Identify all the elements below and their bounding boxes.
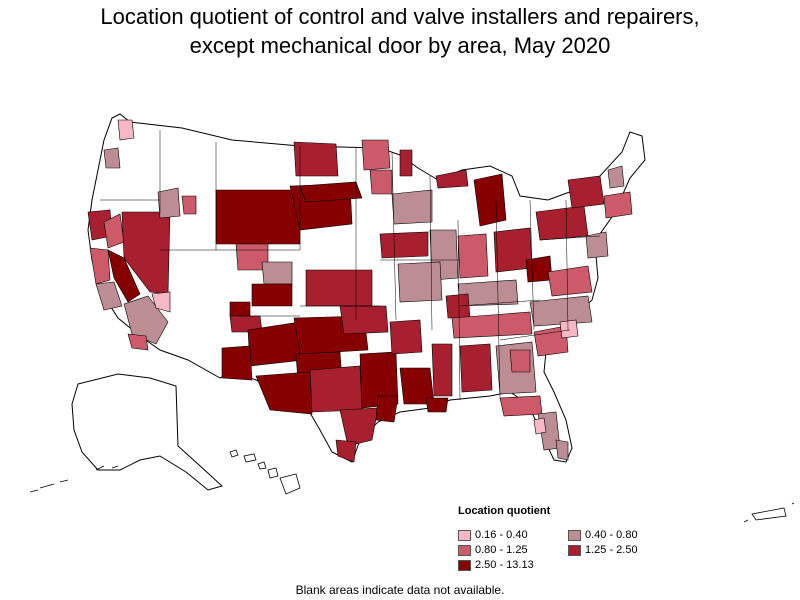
legend-item-2: 0.40 - 0.80	[568, 529, 638, 543]
legend-swatch-5	[458, 559, 471, 571]
legend-item-4: 1.25 - 2.50	[568, 544, 638, 558]
area-co-mid	[261, 261, 293, 285]
area-or-west	[103, 147, 121, 169]
area-mo	[397, 261, 443, 303]
area-wy	[215, 189, 301, 245]
legend-item-3: 0.80 - 1.25	[458, 544, 528, 558]
area-nd	[293, 141, 339, 177]
map-title-line-1: Location quotient of control and valve i…	[100, 4, 700, 29]
area-tn	[451, 311, 533, 339]
alaska-outline	[71, 373, 223, 491]
area-ca-coast	[95, 281, 123, 311]
area-nv-south-pink	[151, 291, 171, 313]
area-tx-east	[359, 351, 399, 409]
area-ca-central	[107, 249, 141, 303]
legend: Location quotient 0.16 - 0.40 0.40 - 0.8…	[455, 505, 705, 575]
area-wa-pink	[117, 119, 135, 141]
area-tx-west	[255, 371, 313, 415]
area-mi	[473, 173, 507, 227]
area-id-west	[157, 187, 181, 219]
virgin-islands	[743, 502, 795, 523]
area-mn-north	[361, 139, 391, 171]
area-ne-coast	[603, 191, 633, 219]
area-wv	[525, 255, 553, 283]
area-boundaries	[100, 130, 601, 401]
area-ms	[431, 343, 453, 397]
legend-item-1: 0.16 - 0.40	[458, 529, 528, 543]
legend-label-5: 2.50 - 13.13	[475, 559, 534, 571]
area-la-south	[425, 397, 449, 413]
area-fl-north	[499, 395, 543, 417]
area-wi	[391, 189, 433, 225]
area-ca-imperial	[127, 333, 149, 351]
area-co-south	[251, 283, 293, 307]
area-ar	[389, 319, 423, 355]
area-ks	[305, 269, 373, 307]
area-ut-south	[229, 301, 251, 317]
area-tx-central	[309, 365, 363, 413]
legend-label-3: 0.80 - 1.25	[475, 544, 528, 556]
legend-item-5: 2.50 - 13.13	[458, 559, 534, 573]
area-fl-pink	[533, 417, 547, 435]
legend-title: Location quotient	[458, 505, 551, 517]
area-id-east	[181, 195, 197, 215]
area-tx-gulf	[375, 395, 399, 423]
area-tx-south	[335, 439, 357, 463]
area-ny	[567, 175, 605, 209]
legend-label-2: 0.40 - 0.80	[585, 529, 638, 541]
area-ca-bay	[89, 247, 111, 285]
area-al	[459, 343, 493, 393]
area-fl-south	[555, 439, 569, 461]
area-sd-west	[299, 181, 363, 203]
area-nm-south	[221, 345, 253, 381]
puerto-rico	[751, 507, 787, 521]
area-nc-pink	[559, 319, 579, 339]
legend-swatch-4	[568, 544, 581, 556]
area-mi-upper	[435, 169, 469, 189]
legend-swatch-2	[568, 529, 581, 541]
area-in	[457, 233, 489, 279]
legend-swatch-3	[458, 544, 471, 556]
legend-swatch-1	[458, 529, 471, 541]
area-nc	[529, 295, 593, 327]
area-ok-east	[339, 305, 389, 335]
area-ga-mid	[509, 349, 531, 373]
area-tx-coast	[339, 407, 379, 447]
area-pa	[535, 205, 589, 241]
area-mn-mid	[369, 169, 393, 195]
footnote: Blank areas indicate data not available.	[295, 583, 505, 597]
map-title-line-2: except mechanical door by area, May 2020	[189, 33, 611, 58]
legend-label-4: 1.25 - 2.50	[585, 544, 638, 556]
area-ne-inland	[607, 165, 625, 189]
hawaii-islands	[229, 449, 301, 495]
legend-label-1: 0.16 - 0.40	[475, 529, 528, 541]
area-ky-west	[445, 293, 471, 319]
area-ia	[379, 231, 429, 259]
area-sc	[533, 325, 569, 357]
shaded-areas	[87, 119, 633, 463]
area-nj-md	[585, 231, 609, 259]
area-va	[547, 265, 593, 297]
area-mn-nd-border	[399, 149, 413, 177]
alaska-islands	[29, 465, 119, 493]
map-title: Location quotient of control and valve i…	[0, 2, 800, 60]
